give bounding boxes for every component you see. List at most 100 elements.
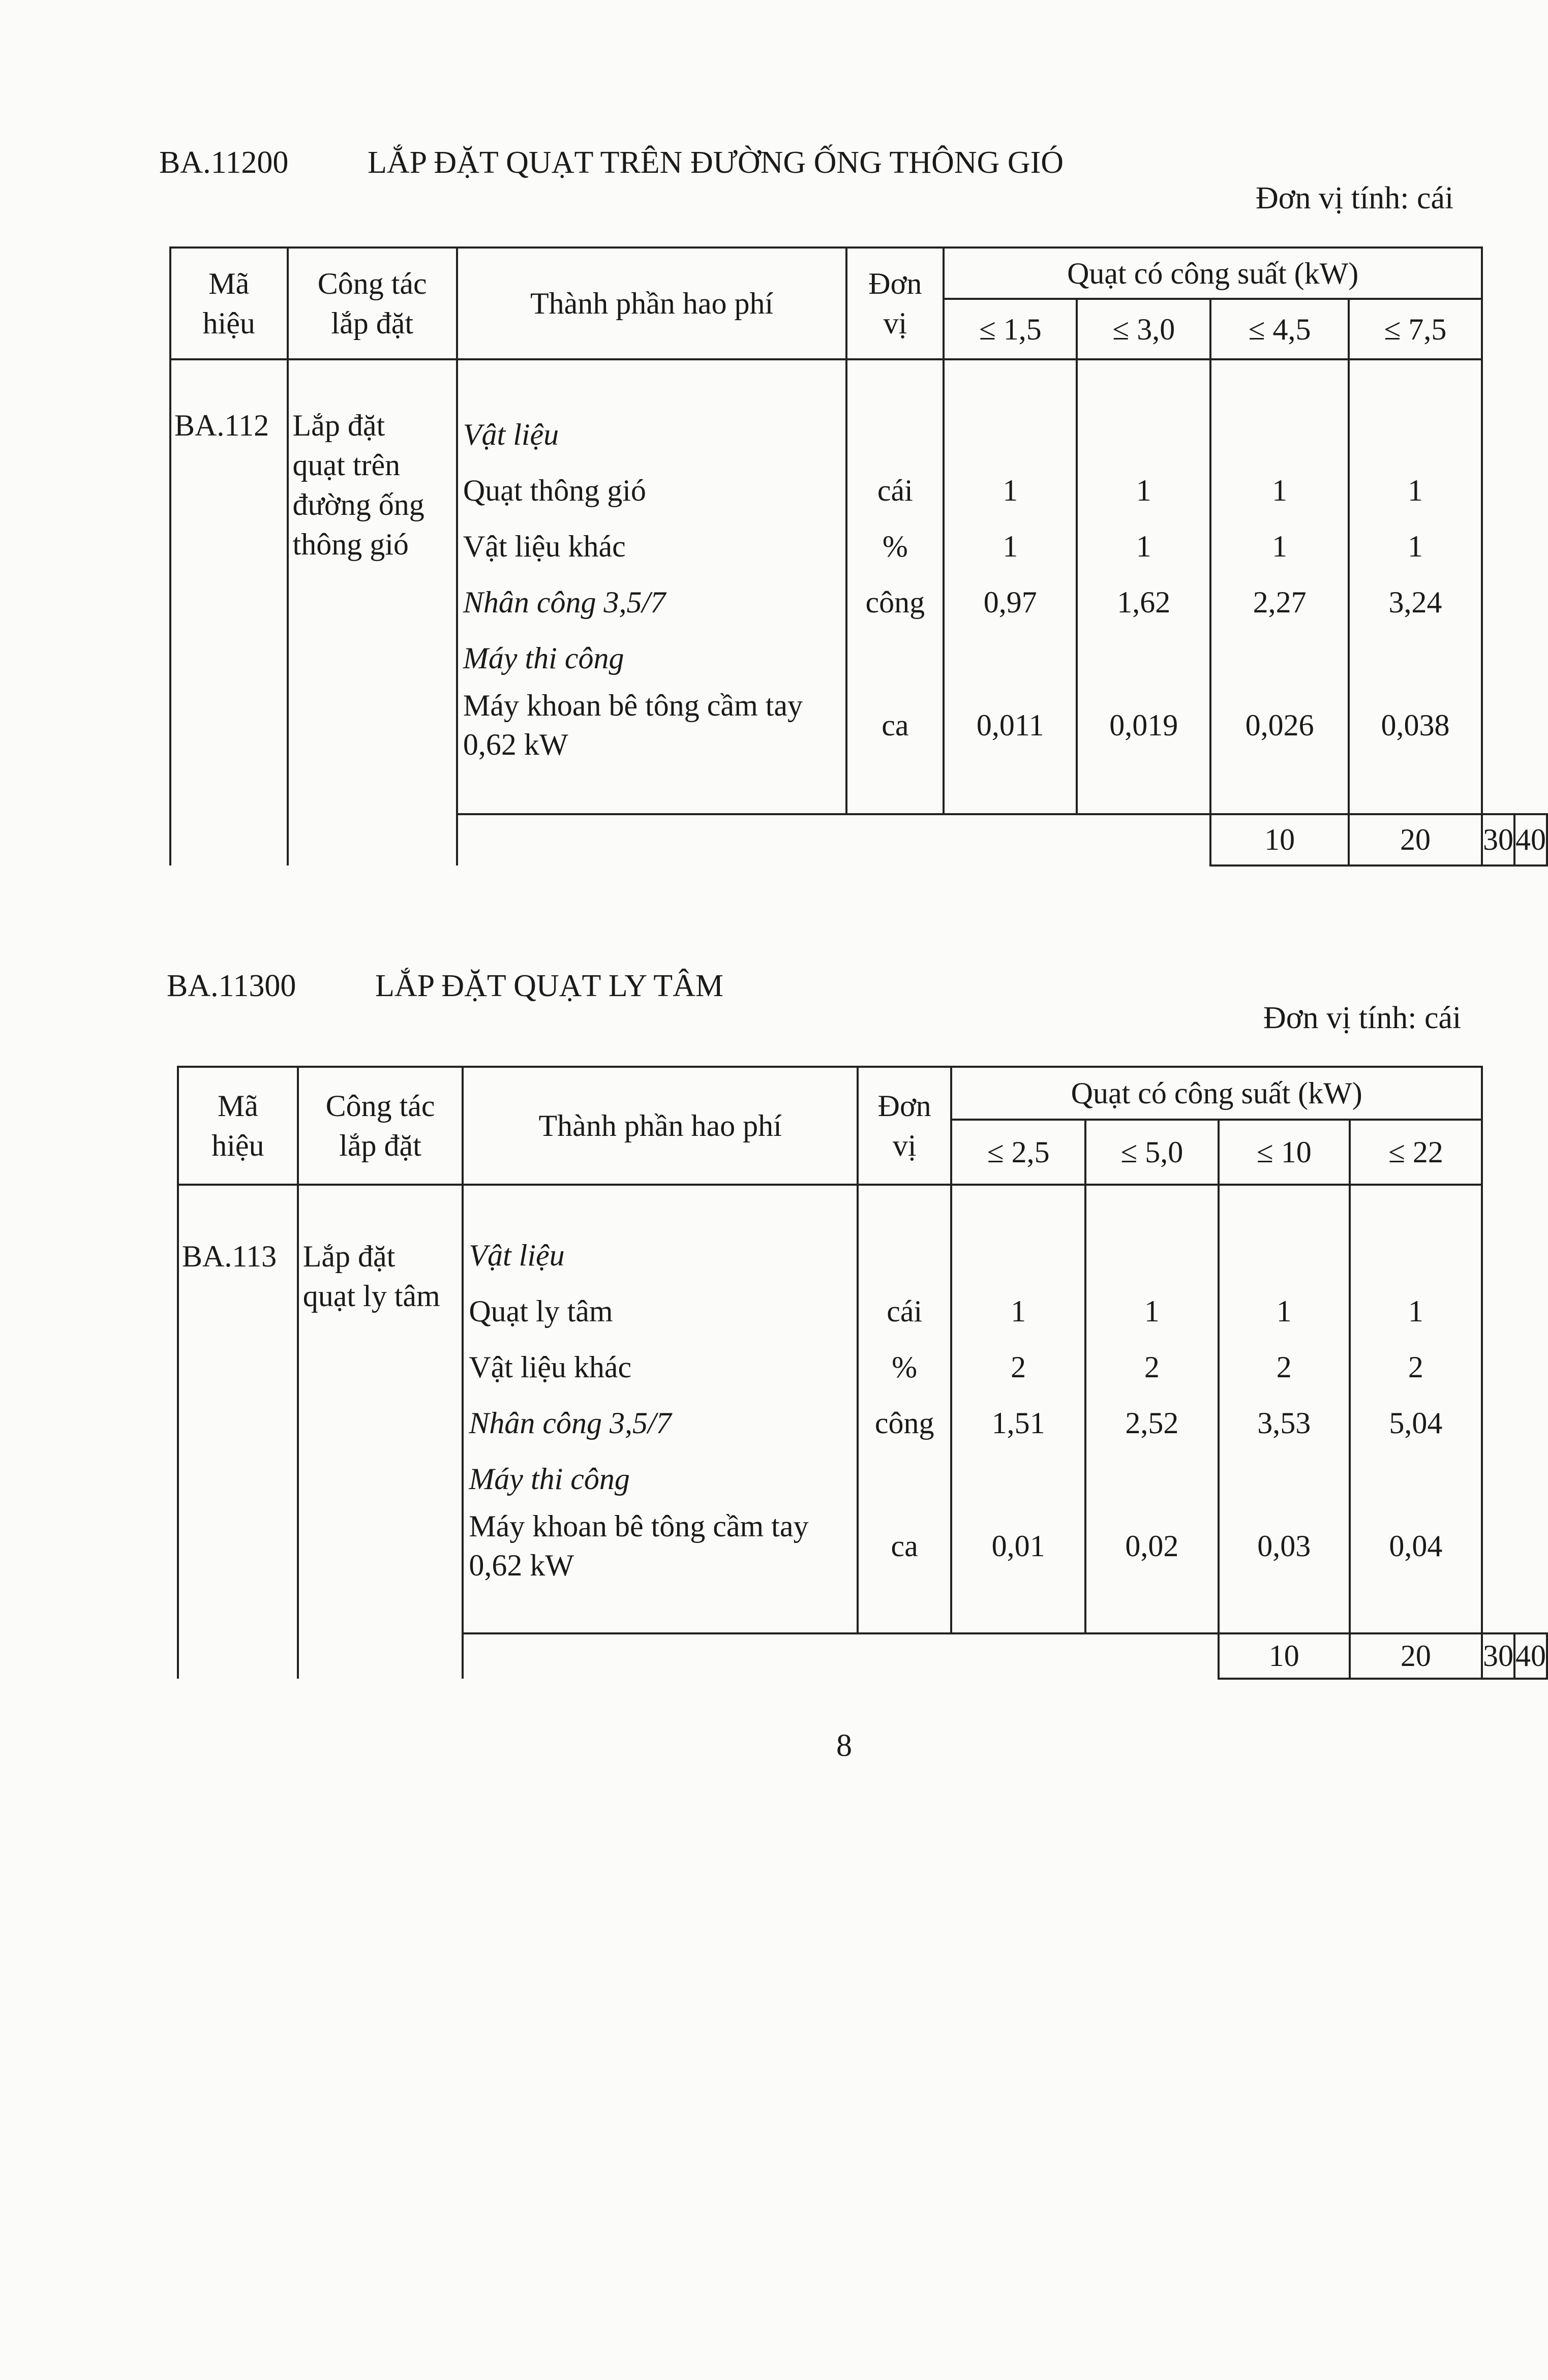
table-row: Vật liệu: [170, 407, 1547, 462]
header-capacity: ≤ 4,5: [1209, 298, 1350, 360]
spacer-cell: [456, 359, 848, 407]
value-cell: [1084, 1227, 1220, 1283]
unit-cell: ca: [845, 686, 945, 764]
header-cong-tac: Công tác lắp đặt: [296, 1066, 464, 1186]
cost-item: Máy thi công: [456, 630, 848, 686]
header-don-vi: Đơn vị: [856, 1066, 953, 1186]
unit-cell: [845, 630, 945, 686]
value-cell: 0,04: [1348, 1507, 1483, 1585]
value-cell: [1209, 407, 1350, 462]
value-cell: [1076, 407, 1212, 462]
spacer-cell: [1076, 359, 1212, 407]
table-row: Máy khoan bê tông cầm tay 0,62 kW ca 0,011 0…: [170, 686, 1547, 764]
cost-item: Vật liệu: [456, 407, 848, 462]
filler-cell: [1348, 1585, 1483, 1634]
table-row: Vật liệu khác% 1 1 1 1: [170, 518, 1547, 574]
value-cell: [1217, 1451, 1351, 1507]
value-cell: 1: [950, 1283, 1086, 1339]
cost-item: Nhân công 3,5/7: [462, 1395, 859, 1451]
header-capacity-group: Quạt có công suất (kW): [943, 246, 1483, 300]
value-cell: 3,53: [1217, 1395, 1351, 1451]
header-capacity: ≤ 2,5: [950, 1119, 1086, 1186]
header-don-vi: Đơn vị: [845, 246, 945, 360]
spacer-cell: [1209, 359, 1350, 407]
table-row: Vật liệu khác% 2 2 2 2: [178, 1339, 1547, 1395]
filler-cell: [1076, 764, 1212, 815]
unit-cell: [856, 1451, 953, 1507]
footer-code: 10: [1209, 813, 1350, 867]
spacer-cell: [950, 1185, 1086, 1227]
value-cell: 0,02: [1084, 1507, 1220, 1585]
header-don-vi-line: vị: [892, 1129, 917, 1162]
spacer-cell: [1217, 1185, 1351, 1227]
value-cell: [950, 1227, 1086, 1283]
cong-tac-line: Lắp đặt: [292, 409, 385, 442]
header-thanh-phan: Thành phần hao phí: [462, 1066, 859, 1186]
value-cell: [1348, 1227, 1483, 1283]
section-title: LẮP ĐẶT QUẠT TRÊN ĐƯỜNG ỐNG THÔNG GIÓ: [368, 145, 1064, 180]
table-row: Nhân công 3,5/7 công 1,51 2,52 3,53 5,04: [178, 1395, 1547, 1451]
footer-blank: [457, 813, 1211, 866]
value-cell: [1217, 1227, 1351, 1283]
ma-hieu-cell: BA.113: [177, 1185, 299, 1679]
value-cell: 2: [1084, 1339, 1220, 1395]
value-cell: 2: [950, 1339, 1086, 1395]
cost-item: Vật liệu khác: [462, 1339, 859, 1395]
filler-cell: [1217, 1585, 1351, 1634]
header-cong-tac: Công tác lắp đặt: [286, 246, 458, 360]
value-cell: [1347, 407, 1483, 462]
filler-cell: [950, 1585, 1086, 1634]
footer-code: 30: [1481, 1632, 1515, 1680]
value-cell: 0,03: [1217, 1507, 1351, 1585]
value-cell: 1,51: [950, 1395, 1086, 1451]
footer-code: 20: [1347, 813, 1483, 867]
header-ma-hieu-line: hiệu: [211, 1129, 264, 1162]
footer-code: 30: [1481, 813, 1515, 867]
header-capacity: ≤ 22: [1348, 1119, 1483, 1186]
norm-table: Mã hiệu Công tác lắp đặt Thành phần hao phí Đ…: [177, 1066, 1548, 1680]
unit-cell: %: [845, 518, 945, 574]
value-cell: [1347, 630, 1483, 686]
value-cell: [950, 1451, 1086, 1507]
cost-item: Máy khoan bê tông cầm tay 0,62 kW: [456, 686, 848, 764]
value-cell: 0,019: [1076, 686, 1212, 764]
table-row: Quạt ly tâm cái 1 1 1 1: [178, 1283, 1547, 1339]
cong-tac-line: quạt trên: [292, 448, 401, 482]
footer-code: 40: [1513, 1632, 1548, 1680]
unit-note: Đơn vị tính: cái: [1263, 1001, 1462, 1035]
cost-item-line: Máy khoan bê tông cầm tay: [463, 689, 803, 722]
header-cong-tac-line: lắp đặt: [331, 306, 414, 340]
filler-row: [178, 1585, 1547, 1634]
spacer-cell: [1347, 359, 1483, 407]
footer-row: 10 20 30 40: [170, 813, 1548, 867]
filler-cell: [856, 1585, 953, 1634]
value-cell: 5,04: [1348, 1395, 1483, 1451]
value-cell: 0,011: [943, 686, 1078, 764]
cost-item-line: 0,62 kW: [469, 1549, 574, 1582]
cost-item: Vật liệu khác: [456, 518, 848, 574]
header-thanh-phan: Thành phần hao phí: [456, 246, 848, 360]
cost-item: Vật liệu: [462, 1227, 859, 1283]
cost-item: Quạt thông gió: [456, 462, 848, 518]
value-cell: 1: [1209, 518, 1350, 574]
header-don-vi-line: vị: [883, 306, 907, 340]
cost-item-line: Máy khoan bê tông cầm tay: [469, 1509, 809, 1543]
cost-item: Nhân công 3,5/7: [456, 574, 848, 630]
footer-row: 10 20 30 40: [178, 1632, 1548, 1680]
cost-item: Máy thi công: [462, 1451, 859, 1507]
footer-blank: [463, 1632, 1219, 1679]
unit-cell: ca: [856, 1507, 953, 1585]
value-cell: 2: [1217, 1339, 1351, 1395]
cong-tac-line: thông gió: [292, 528, 409, 561]
header-don-vi-line: Đơn: [868, 267, 922, 300]
header-capacity: ≤ 7,5: [1347, 298, 1483, 360]
header-ma-hieu-line: hiệu: [202, 306, 255, 340]
value-cell: 2,27: [1209, 574, 1350, 630]
footer-code: 20: [1348, 1632, 1483, 1680]
norm-table: Mã hiệu Công tác lắp đặt Thành phần hao phí Đ…: [169, 246, 1548, 867]
filler-cell: [845, 764, 945, 815]
value-cell: 1: [1348, 1283, 1483, 1339]
value-cell: 0,038: [1347, 686, 1483, 764]
cong-tac-cell: Lắp đặt quạt trên đường ống thông gió: [286, 359, 458, 866]
filler-cell: [462, 1585, 859, 1634]
